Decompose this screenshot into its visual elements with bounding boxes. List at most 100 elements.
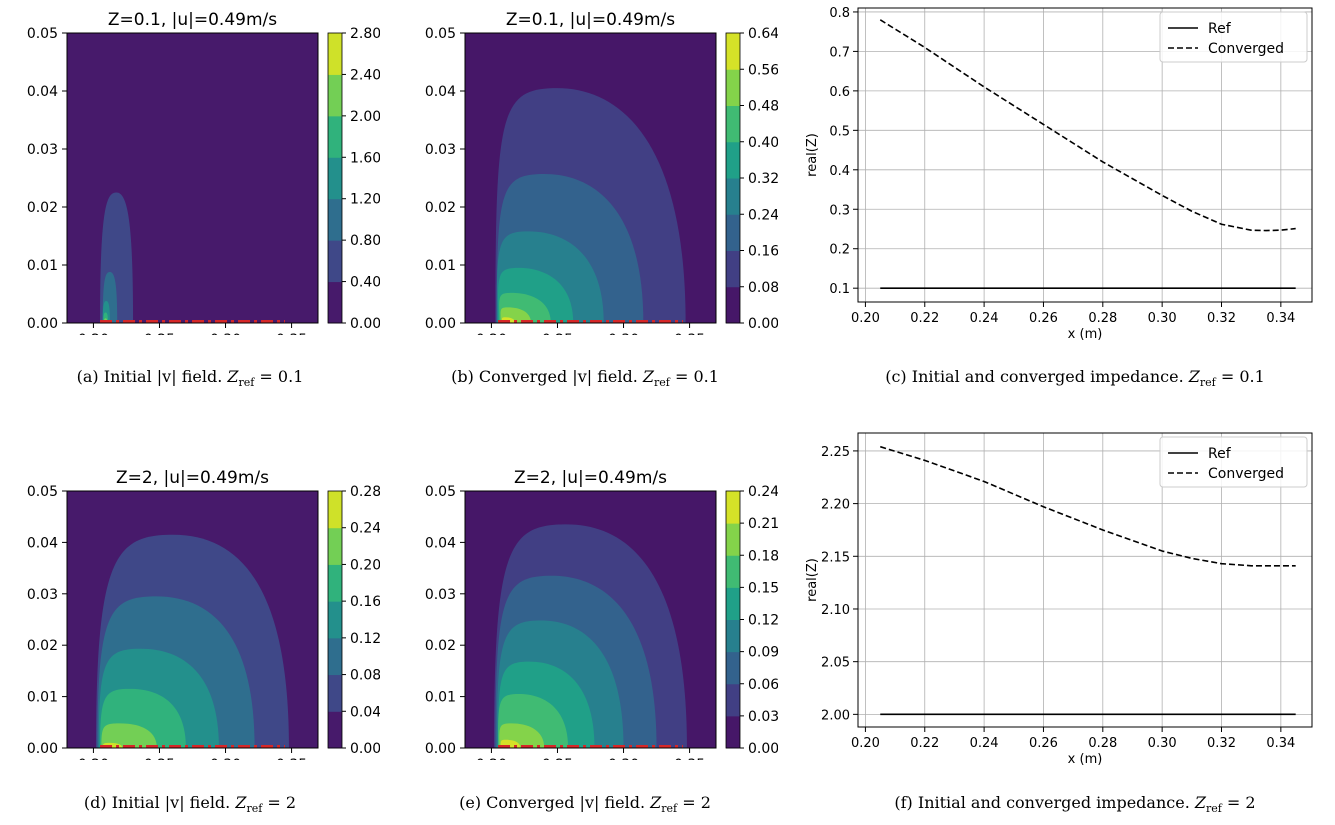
colorbar-tick-label: 0.16: [350, 594, 380, 610]
colorbar-segment: [328, 674, 342, 712]
y-tick-label: 2.15: [821, 550, 850, 565]
colorbar-tick-label: 0.20: [350, 557, 380, 573]
colorbar-segment: [726, 141, 740, 179]
colorbar-tick-label: 0.24: [350, 521, 380, 537]
x-tick-label: 0.34: [1266, 736, 1295, 751]
caption-d: (d) Initial |v| field. Zref = 2: [83, 793, 297, 816]
x-tick-label: 0.34: [1266, 311, 1295, 326]
chart-title: Z=2, |u|=0.49m/s: [514, 468, 667, 488]
x-axis-label: x (m): [1068, 327, 1103, 342]
colorbar-tick-label: 0.04: [350, 704, 380, 720]
caption-a: (a) Initial |v| field. Zref = 0.1: [76, 367, 304, 390]
x-tick-label: 0.30: [1148, 736, 1177, 751]
colorbar-frame: [327, 32, 343, 324]
panel-e-heatmap: Z=2, |u|=0.49m/s 0.20 0.25 0.30 0.35 0.00 0.01…: [425, 468, 778, 760]
y-tick-label: 0.03: [425, 142, 456, 158]
y-tick-label: 0.05: [425, 26, 456, 42]
colorbar-segment: [726, 250, 740, 288]
y-tick-label: 0.04: [27, 84, 58, 100]
y-axis-label: real(Z): [805, 558, 820, 602]
x-tick-label: 0.20: [78, 757, 109, 760]
colorbar-tick-label: 0.21: [748, 516, 778, 532]
x-tick-label: 0.30: [1148, 311, 1177, 326]
colorbar-frame: [327, 490, 343, 749]
y-tick-label: 0.05: [27, 484, 58, 500]
y-tick-label: 0.00: [425, 741, 456, 757]
colorbar-tick-label: 0.64: [748, 26, 778, 42]
colorbar-segment: [726, 178, 740, 215]
colorbar-tick-label: 0.06: [748, 677, 778, 693]
y-tick-label: 0.05: [425, 484, 456, 500]
colorbar-tick-label: 0.08: [350, 668, 380, 684]
x-tick-label: 0.25: [542, 757, 573, 760]
y-tick-label: 0.01: [425, 258, 456, 274]
colorbar-tick-label: 0.15: [748, 580, 778, 596]
colorbar-segment: [726, 214, 740, 251]
chart-title: Z=2, |u|=0.49m/s: [116, 468, 269, 488]
x-tick-label: 0.35: [674, 757, 705, 760]
y-tick-label: 0.03: [27, 587, 58, 603]
y-tick-label: 2.20: [821, 498, 850, 513]
x-tick-label: 0.26: [1029, 736, 1058, 751]
y-tick-label: 0.03: [27, 142, 58, 158]
colorbar-segment: [726, 587, 740, 620]
colorbar-tick-label: 0.08: [748, 280, 778, 296]
x-tick-label: 0.32: [1207, 311, 1236, 326]
x-tick-label: 0.35: [276, 757, 307, 760]
y-tick-label: 0.00: [27, 316, 58, 332]
x-tick-label: 0.20: [851, 311, 880, 326]
x-tick-label: 0.25: [144, 757, 175, 760]
heatmap-plot-area: [66, 490, 319, 749]
x-tick-label: 0.26: [1029, 311, 1058, 326]
colorbar-tick-label: 0.00: [350, 741, 380, 757]
colorbar-segment: [726, 69, 740, 106]
x-tick-label: 0.20: [78, 332, 109, 335]
x-tick-label: 0.35: [674, 332, 705, 335]
colorbar-tick-label: 1.20: [350, 192, 380, 208]
y-tick-label: 0.01: [425, 690, 456, 706]
colorbar-tick-label: 0.00: [350, 316, 380, 332]
y-tick-label: 2.10: [821, 603, 850, 618]
x-tick-label: 0.30: [210, 332, 241, 335]
legend-label: Ref: [1208, 446, 1232, 462]
colorbar-segment: [328, 281, 342, 324]
x-tick-label: 0.24: [970, 736, 999, 751]
y-tick-label: 0.04: [425, 84, 456, 100]
heatmap-plot-area: [464, 32, 717, 324]
x-tick-label: 0.32: [1207, 736, 1236, 751]
x-tick-label: 0.28: [1088, 311, 1117, 326]
colorbar-segment: [328, 198, 342, 241]
colorbar-segment: [726, 523, 740, 556]
colorbar-tick-label: 0.00: [748, 741, 778, 757]
y-tick-label: 0.03: [425, 587, 456, 603]
x-tick-label: 0.30: [210, 757, 241, 760]
x-tick-label: 0.30: [608, 332, 639, 335]
colorbar-segment: [726, 105, 740, 143]
caption-e: (e) Converged |v| field. Zref = 2: [459, 793, 711, 816]
x-tick-label: 0.22: [910, 311, 939, 326]
colorbar-segment: [328, 115, 342, 158]
colorbar-segment: [328, 527, 342, 565]
series-line-converged: [879, 19, 1296, 232]
y-tick-label: 0.8: [829, 6, 850, 21]
colorbar-tick-label: 0.28: [350, 484, 380, 500]
chart-title: Z=0.1, |u|=0.49m/s: [506, 10, 675, 30]
colorbar-segment: [328, 711, 342, 749]
caption-b: (b) Converged |v| field. Zref = 0.1: [451, 367, 719, 390]
y-tick-label: 0.05: [27, 26, 58, 42]
colorbar-segment: [328, 564, 342, 602]
colorbar-segment: [328, 601, 342, 639]
y-axis-label: real(Z): [805, 133, 820, 177]
colorbar-tick-label: 2.00: [350, 109, 380, 125]
y-tick-label: 0.02: [27, 200, 58, 216]
colorbar-tick-label: 0.00: [748, 316, 778, 332]
caption-c: (c) Initial and converged impedance. Zre…: [885, 367, 1265, 390]
y-tick-label: 0.7: [829, 45, 850, 60]
legend: Ref Converged: [1159, 11, 1308, 63]
axes-frame: [857, 7, 1313, 303]
colorbar-tick-label: 0.32: [748, 171, 778, 187]
y-tick-label: 0.02: [425, 200, 456, 216]
axes-frame: [464, 490, 717, 749]
colorbar-tick-label: 0.03: [748, 709, 778, 725]
y-tick-label: 0.01: [27, 258, 58, 274]
